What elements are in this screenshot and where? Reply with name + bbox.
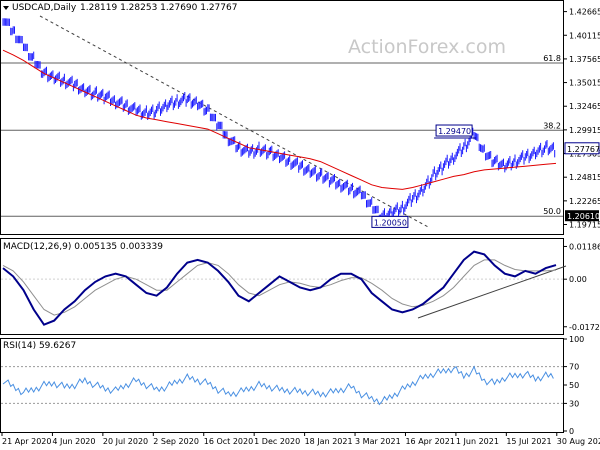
last-price-label-box	[564, 142, 600, 155]
fib-level-label: 61.8	[543, 54, 561, 63]
price-y-tick-label: 1.37565	[569, 55, 600, 64]
price-y-tick-label: 1.32465	[569, 102, 600, 111]
price-y-tick-label: 1.19715	[569, 221, 600, 230]
x-tick-label: 3 Mar 2021	[355, 437, 401, 446]
rsi-y-tick-label: 30	[569, 399, 579, 408]
macd-line	[2, 250, 557, 326]
rsi-y-tick-label: 70	[569, 363, 579, 372]
panel-menu-triangle-icon[interactable]	[3, 6, 9, 10]
x-tick-label: 30 Aug 2021	[557, 437, 600, 446]
fib-level-label: 50.0	[543, 207, 561, 216]
x-tick-label: 16 Apr 2021	[405, 437, 454, 446]
rsi-panel-frame	[0, 338, 564, 433]
macd-signal-line	[2, 259, 557, 316]
price-y-tick-label: 1.40115	[569, 31, 600, 40]
sma-line	[2, 49, 557, 190]
price-y-tick-label: 1.24815	[569, 173, 600, 182]
macd-y-tick-label: 0.00	[569, 275, 587, 284]
rsi-y-tick-label: 0	[569, 427, 574, 436]
x-tick-label: 1 Dec 2020	[254, 437, 300, 446]
price-bars	[2, 18, 556, 223]
x-tick-label: 18 Jan 2021	[305, 437, 353, 446]
x-tick-label: 21 Apr 2020	[2, 437, 51, 446]
fib-level-label: 38.2	[543, 121, 561, 130]
x-tick-label: 2 Sep 2020	[153, 437, 199, 446]
rsi-panel: RSI(14) 59.6267 100 70 50 30 0	[0, 335, 584, 436]
macd-panel: MACD(12,26,9) 0.005135 0.003339 0.011862…	[0, 238, 600, 335]
x-tick-label: 20 Jul 2020	[103, 437, 148, 446]
symbol-label: USDCAD,Daily	[12, 3, 77, 13]
price-panel: USDCAD,Daily 1.28119 1.28253 1.27690 1.2…	[0, 0, 600, 235]
rsi-y-tick-label: 100	[569, 335, 584, 344]
high-label: 1.29470	[438, 127, 471, 136]
rsi-label: RSI(14) 59.6267	[3, 341, 76, 351]
price-y-tick-label: 1.22265	[569, 197, 600, 206]
macd-support-line	[417, 265, 567, 319]
price-y-tick-label: 1.42665	[569, 8, 600, 17]
rsi-y-tick-label: 50	[569, 381, 579, 390]
price-panel-frame	[0, 0, 564, 235]
low-label: 1.20050	[374, 218, 407, 227]
x-tick-label: 1 Jun 2021	[456, 437, 499, 446]
x-axis: 21 Apr 2020 4 Jun 2020 20 Jul 2020 2 Sep 20…	[1, 432, 600, 446]
x-tick-label: 4 Jun 2020	[52, 437, 95, 446]
price-y-tick-label: 1.35015	[569, 79, 600, 88]
macd-y-tick-label: 0.011862	[569, 242, 600, 251]
x-tick-label: 15 Jul 2021	[506, 437, 551, 446]
price-y-tick-label: 1.29915	[569, 126, 600, 135]
level-label: 1.20610	[567, 212, 600, 221]
rsi-line	[2, 365, 554, 406]
high-label-box	[435, 124, 473, 137]
trend-line-dashed	[39, 15, 431, 229]
watermark: ActionForex.com	[348, 36, 506, 58]
ohlc-label: 1.28119 1.28253 1.27690 1.27767	[80, 3, 237, 13]
last-price-label: 1.27767	[567, 145, 600, 154]
macd-label: MACD(12,26,9) 0.005135 0.003339	[3, 242, 163, 252]
x-tick-label: 16 Oct 2020	[204, 437, 253, 446]
level-label-box	[565, 210, 599, 222]
macd-y-tick-label: -0.017238	[569, 323, 600, 332]
low-label-box	[371, 215, 409, 228]
